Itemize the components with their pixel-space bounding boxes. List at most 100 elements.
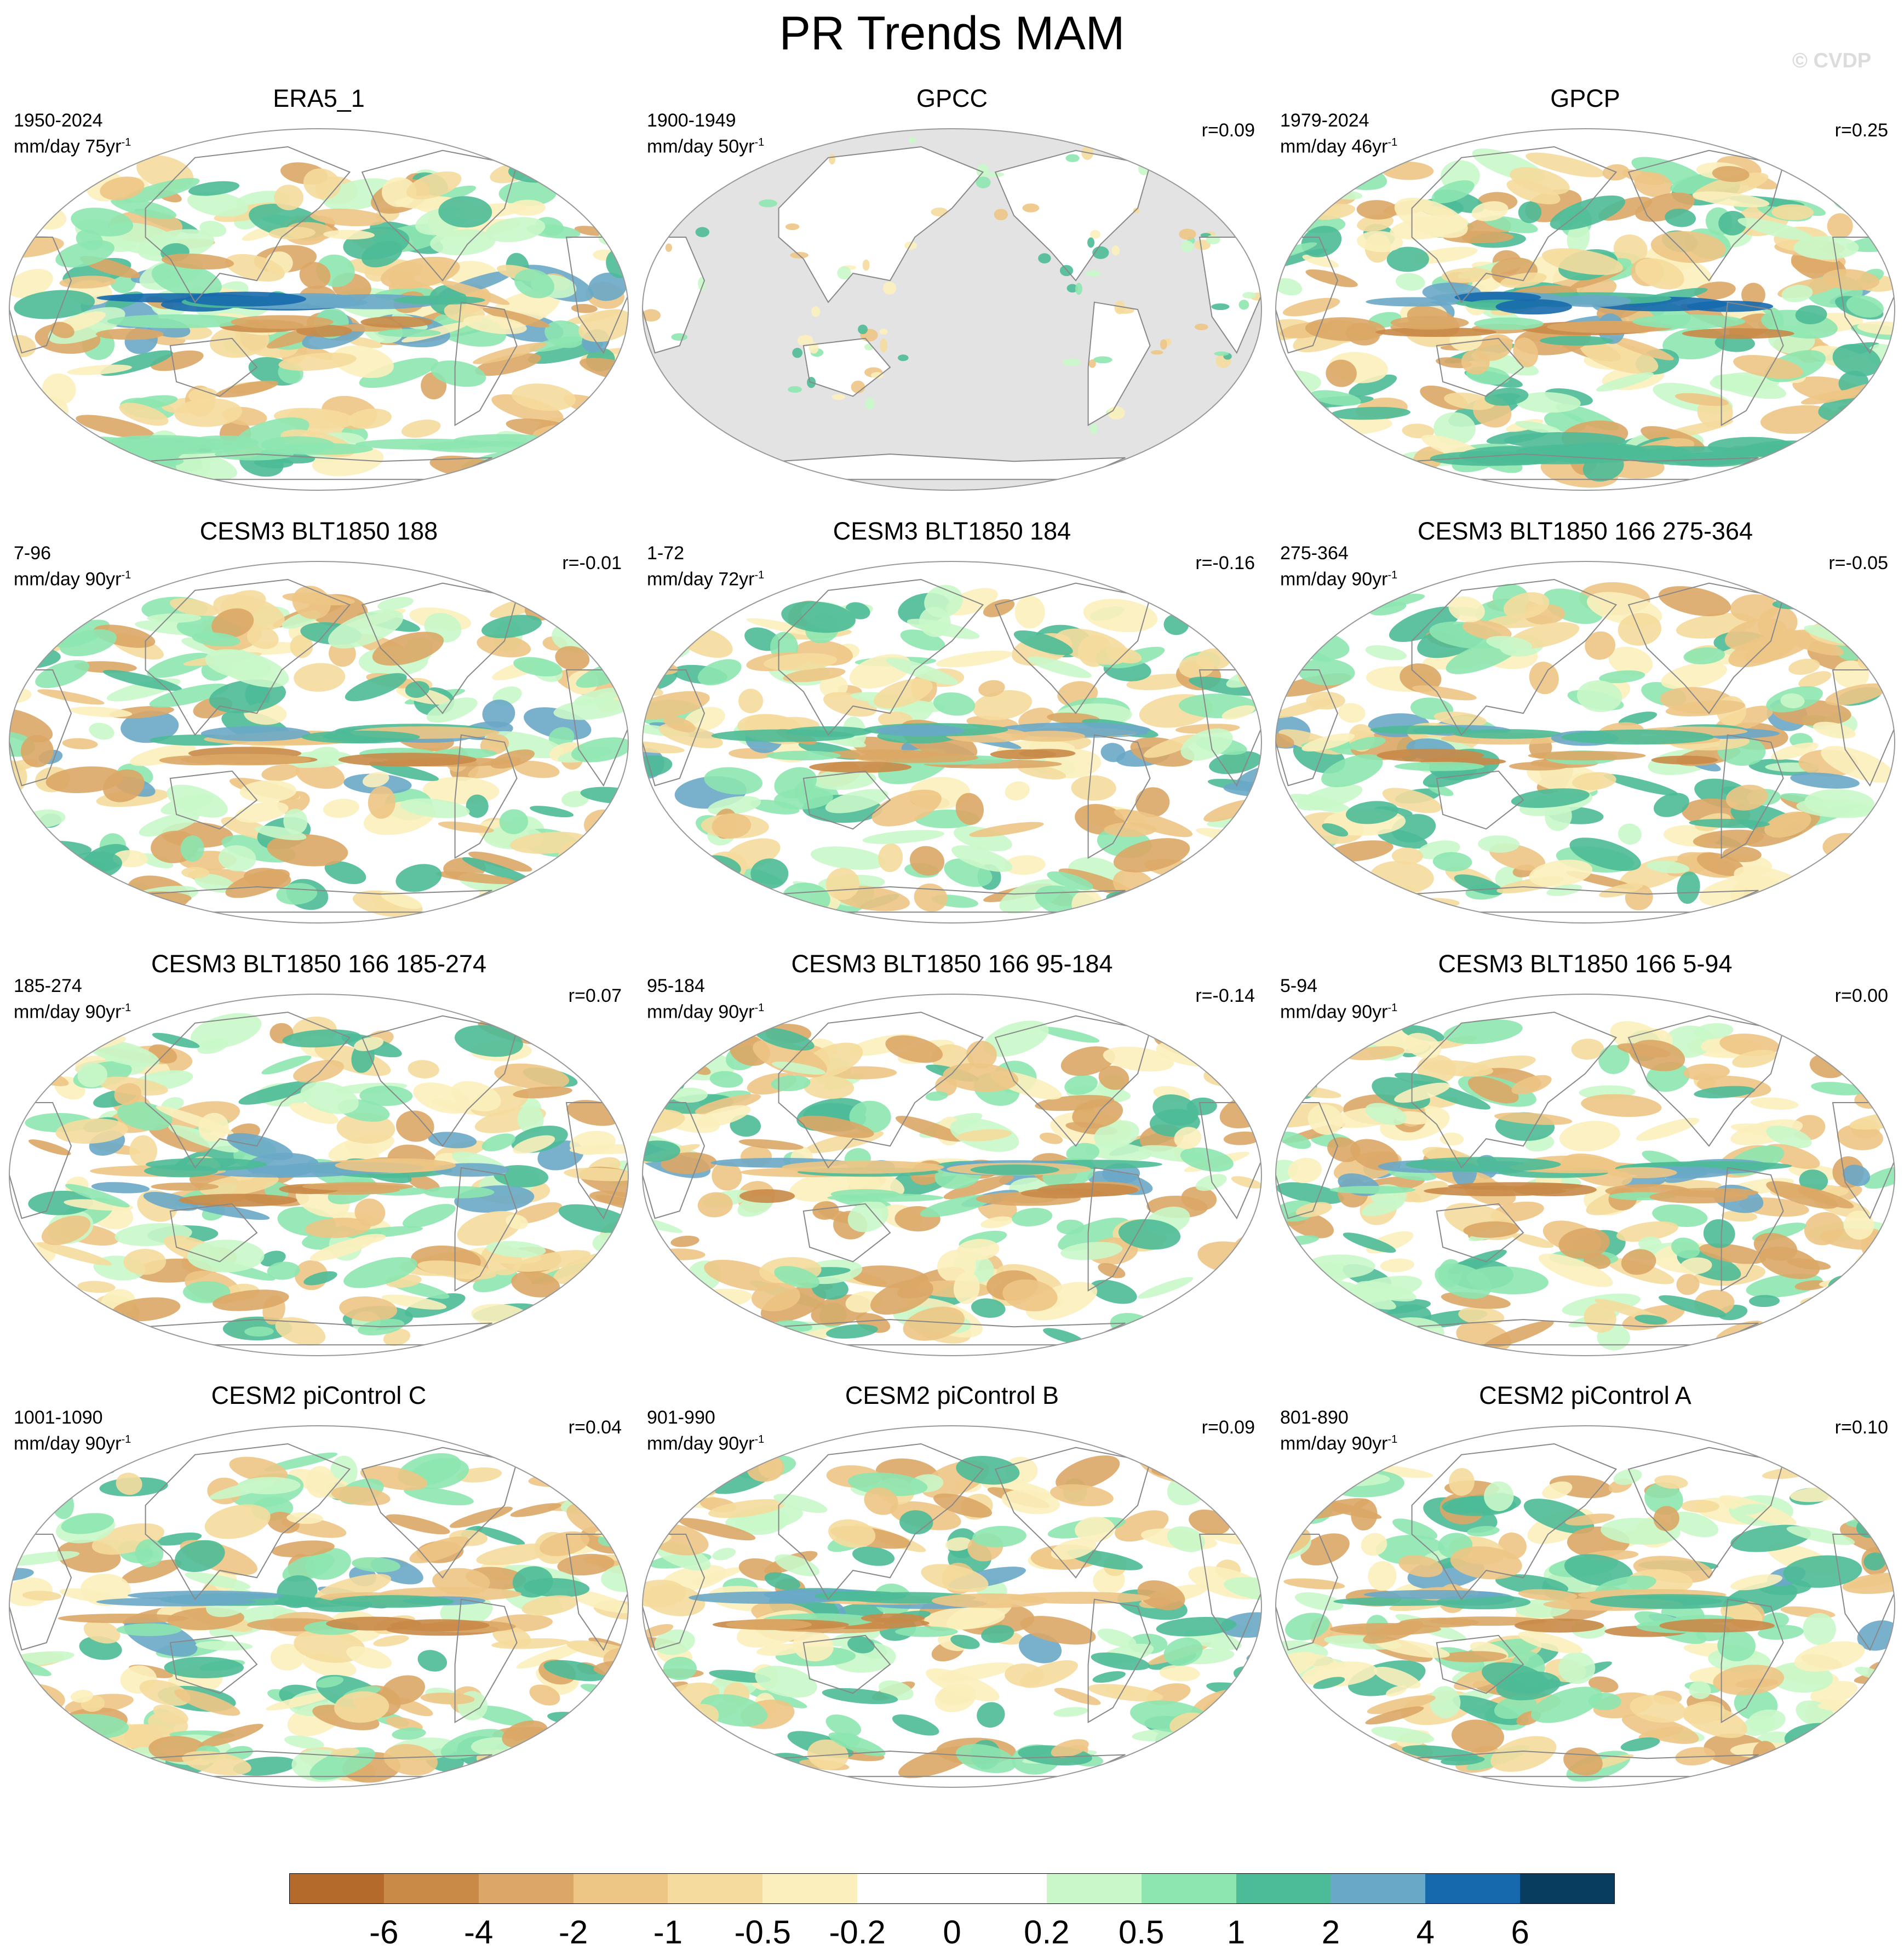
trend-patch — [1854, 1487, 1895, 1504]
trend-patch — [1603, 774, 1678, 796]
trend-patch — [417, 1260, 497, 1280]
period-label: 1979-2024 — [1280, 110, 1369, 131]
trend-patch — [266, 1691, 336, 1711]
trend-patch — [1051, 1739, 1089, 1758]
trend-patch — [1278, 1132, 1311, 1149]
trend-map — [1275, 1425, 1895, 1788]
trend-patch — [1638, 1236, 1662, 1251]
trend-patch — [1431, 180, 1475, 204]
trend-patch — [1843, 1165, 1871, 1186]
trend-patch — [1473, 317, 1544, 330]
trend-patch — [870, 372, 884, 378]
trend-patch — [1538, 1253, 1613, 1287]
trend-patch — [481, 1133, 515, 1151]
trend-patch — [1276, 1304, 1324, 1327]
trend-patch — [1644, 1483, 1683, 1515]
trend-patch — [1211, 887, 1261, 921]
trend-patch — [89, 722, 114, 740]
trend-patch — [455, 1025, 523, 1057]
trend-patch — [9, 1463, 38, 1483]
trend-patch — [401, 420, 441, 438]
trend-patch — [1370, 725, 1472, 735]
trend-patch — [1821, 745, 1895, 783]
trend-patch — [1839, 1730, 1895, 1746]
trend-patch — [227, 1133, 293, 1161]
trend-patch — [1091, 1652, 1150, 1671]
trend-patch — [261, 1055, 312, 1075]
trend-patch — [271, 1540, 335, 1557]
trend-patch — [1108, 406, 1125, 420]
units-text: mm/day 46yr — [1280, 136, 1388, 157]
trend-patch — [1092, 1671, 1126, 1683]
trend-patch — [709, 1670, 771, 1683]
trend-patch — [1780, 693, 1805, 709]
trend-patch — [1616, 1221, 1679, 1242]
trend-patch — [1368, 1561, 1397, 1591]
trend-patch — [953, 1272, 980, 1304]
trend-patch — [381, 256, 460, 289]
trend-patch — [542, 167, 605, 192]
trend-patch — [1180, 1147, 1234, 1172]
trend-patch — [1571, 1039, 1604, 1060]
trend-patch — [933, 692, 976, 716]
trend-patch — [1770, 742, 1819, 760]
trend-patch — [643, 1713, 698, 1739]
trend-patch — [726, 1619, 812, 1630]
panel-title: CESM3 BLT1850 166 185-274 — [151, 950, 487, 978]
trend-patch — [1764, 811, 1811, 838]
trend-patch — [9, 708, 53, 743]
coastline — [169, 1203, 258, 1263]
units-text: mm/day 90yr — [14, 569, 122, 590]
land-area — [778, 147, 983, 302]
trend-patch — [9, 402, 36, 416]
trend-patch — [1058, 868, 1134, 896]
panel-title: ERA5_1 — [273, 84, 365, 112]
trend-patch — [564, 1167, 628, 1181]
trend-patch — [969, 822, 1044, 838]
trend-patch — [1389, 606, 1460, 642]
trend-patch — [473, 342, 547, 364]
trend-patch — [1558, 1652, 1596, 1684]
trend-patch — [1160, 339, 1167, 350]
trend-patch — [1599, 882, 1643, 898]
panel-title: CESM3 BLT1850 184 — [833, 517, 1071, 545]
trend-patch — [804, 1075, 854, 1099]
trend-patch — [36, 1242, 112, 1266]
trend-patch — [829, 153, 836, 165]
trend-patch — [420, 1693, 475, 1705]
trend-patch — [1001, 1489, 1060, 1515]
panel-title: CESM2 piControl A — [1479, 1381, 1691, 1409]
period-label: 1950-2024 — [14, 110, 103, 131]
trend-patch — [1728, 633, 1798, 668]
trend-patch — [377, 596, 414, 611]
trend-patch — [1842, 1747, 1874, 1779]
trend-patch — [566, 1733, 628, 1746]
trend-patch — [1512, 1233, 1554, 1248]
trend-patch — [1450, 1546, 1522, 1580]
trend-patch — [204, 1504, 271, 1539]
trend-patch — [143, 1191, 199, 1211]
trend-patch — [1386, 1685, 1407, 1697]
trend-patch — [1737, 217, 1813, 240]
trend-patch — [275, 1317, 326, 1346]
trend-patch — [54, 879, 92, 898]
trend-patch — [9, 450, 76, 481]
trend-patch — [1088, 359, 1096, 368]
trend-patch — [37, 689, 105, 705]
units-label: mm/day 46yr-1 — [1280, 131, 1397, 157]
trend-patch — [781, 601, 856, 633]
trend-patch — [643, 1307, 697, 1331]
trend-patch — [1039, 1132, 1063, 1144]
trend-patch — [1179, 228, 1196, 240]
trend-patch — [782, 1160, 944, 1174]
trend-patch — [1681, 1500, 1720, 1513]
trend-patch — [1608, 1167, 1677, 1179]
trend-patch — [1398, 898, 1460, 910]
colorbar-tick-label: 0 — [943, 1914, 961, 1951]
trend-patch — [931, 1593, 1048, 1608]
period-label: 7-96 — [14, 543, 51, 564]
trend-patch — [477, 634, 531, 658]
colorbar-box — [1236, 1873, 1331, 1904]
trend-patch — [1463, 620, 1512, 640]
trend-patch — [592, 881, 628, 915]
